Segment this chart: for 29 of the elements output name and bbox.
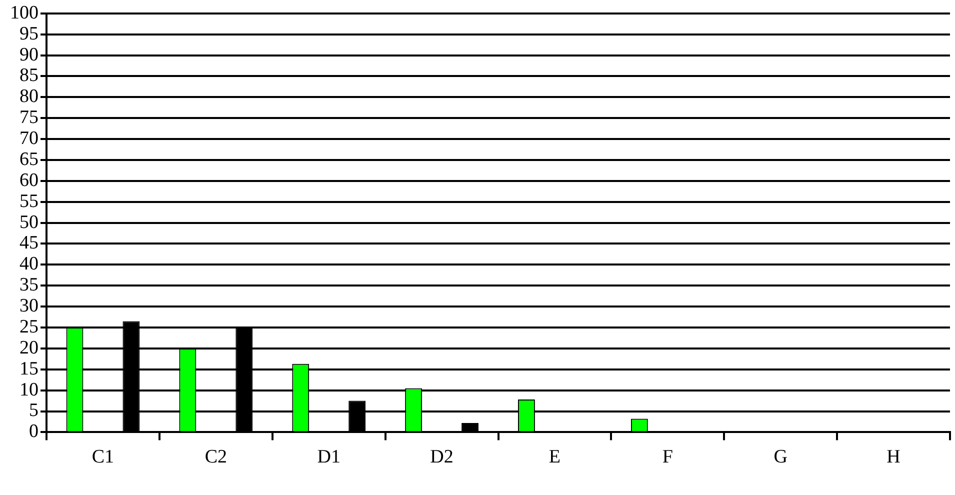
y-tick-label: 10 (20, 379, 38, 400)
x-tick-label: C2 (204, 446, 227, 468)
x-tick-label: H (886, 446, 901, 468)
y-tick-label: 85 (20, 65, 38, 86)
y-tick-label: 60 (20, 170, 38, 191)
y-tick-label: 50 (20, 212, 38, 233)
y-tick-label: 45 (20, 232, 38, 254)
y-tick-label: 55 (20, 190, 38, 212)
y-tick-label: 80 (20, 86, 38, 108)
y-tick-label: 15 (20, 358, 38, 380)
x-tick-label: D1 (317, 446, 340, 468)
x-tick-label: C1 (92, 446, 114, 468)
y-tick-label: 40 (20, 254, 38, 275)
x-tick-label: D2 (430, 446, 454, 468)
y-tick-label: 65 (20, 148, 38, 170)
y-tick-label: 30 (20, 296, 38, 317)
x-tick-label: G (774, 446, 788, 468)
y-tick-label: 25 (20, 316, 38, 338)
x-tick-label: E (548, 446, 561, 468)
y-tick-label: 70 (20, 128, 38, 150)
y-tick-label: 20 (20, 337, 38, 358)
y-tick-label: 95 (20, 23, 38, 44)
y-tick-label: 35 (20, 274, 38, 296)
y-tick-label: 5 (29, 400, 38, 422)
y-tick-label: 100 (10, 2, 38, 24)
y-tick-label: 75 (20, 107, 38, 128)
x-tick-label: F (662, 446, 673, 468)
y-tick-label: 90 (20, 44, 38, 66)
y-tick-label: 0 (29, 421, 38, 442)
